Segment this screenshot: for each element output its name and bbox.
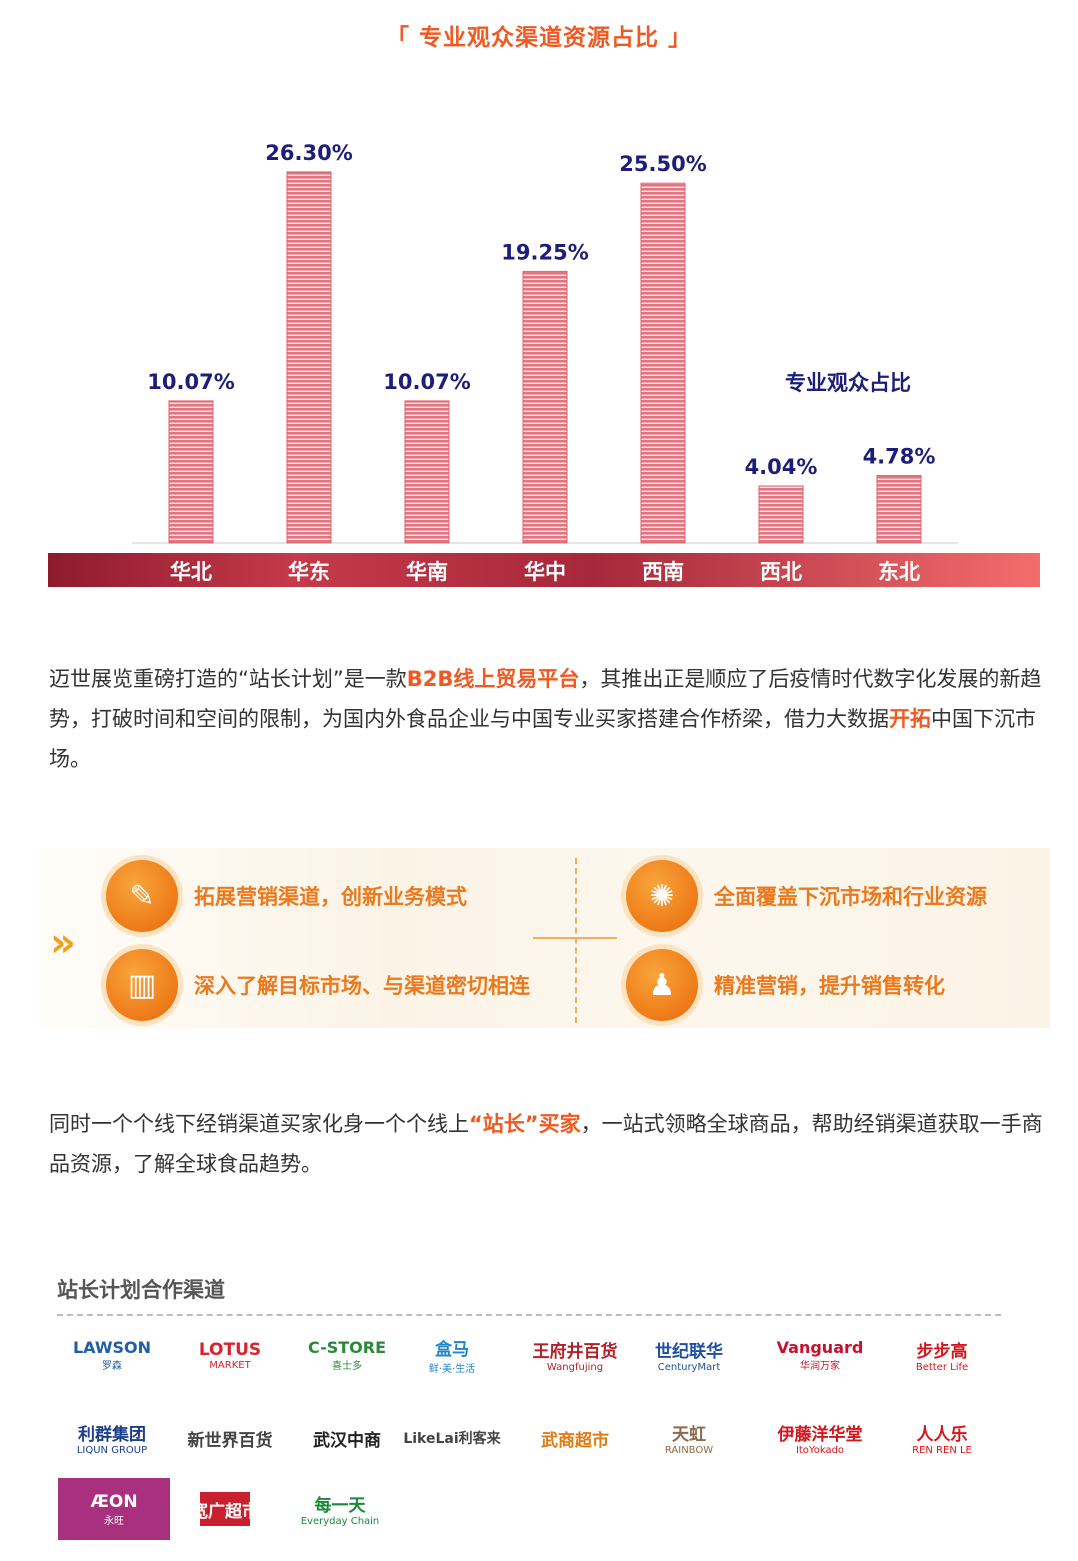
bar-华东 [286,171,332,544]
buyer-paragraph: 同时一个个线下经销渠道买家化身一个个线上“站长”买家，一站式领略全球商品，帮助经… [49,1112,1043,1176]
people-icon: ♟ [626,949,698,1021]
partner-logo: 人人乐 REN REN LE [912,1425,972,1456]
feature-panel: » ✎ 拓展营销渠道，创新业务模式 ▥ 深入了解目标市场、与渠道密切相连 ✺ 全… [40,848,1050,1028]
bar-华北 [168,400,214,544]
bar-chart-icon: ▥ [106,949,178,1021]
partner-logo: 王府井百货 Wangfujing [532,1342,618,1373]
feature-item-precision: ♟ 精准营销，提升销售转化 [626,947,945,1023]
chart-title: 专业观众占比 [785,371,911,395]
partners-divider [57,1314,1001,1316]
category-label: 华南 [406,560,448,584]
marketing-icon: ✎ [106,860,178,932]
partner-logo: 伊藤洋华堂 ItoYokado [777,1425,863,1456]
data-label: 26.30% [265,141,352,165]
category-label: 东北 [878,560,920,584]
partner-logo: 宽广超市 [191,1492,259,1526]
double-chevron-icon: » [50,920,76,966]
feature-item-coverage: ✺ 全面覆盖下沉市场和行业资源 [626,858,987,934]
bar-华南 [404,400,450,544]
category-label: 华中 [524,560,566,584]
category-label: 华东 [288,560,330,584]
explore-highlight: 开拓 [889,707,931,731]
b2b-highlight: B2B线上贸易平台 [406,667,580,691]
partners-title: 站长计划合作渠道 [57,1278,225,1302]
partner-logo: LOTUS MARKET [198,1339,262,1371]
data-label: 4.04% [745,455,818,479]
intro-paragraph: 迈世展览重磅打造的“站长计划”是一款B2B线上贸易平台，其推出正是顺应了后疫情时… [49,667,1042,771]
section-title: 「 专业观众渠道资源占比 」 [385,25,692,51]
partner-logo: 武商超市 [541,1430,609,1451]
partner-logo: 天虹 RAINBOW [664,1425,714,1456]
partner-logo: 世纪联华 CenturyMart [655,1342,723,1373]
partner-logo: 步步高 Better Life [915,1342,969,1373]
partner-logo: ÆON 永旺 [58,1478,170,1540]
network-globe-icon: ✺ [626,860,698,932]
category-label: 西南 [642,560,684,584]
data-label: 4.78% [863,445,936,469]
feature-label: 拓展营销渠道，创新业务模式 [194,885,467,909]
partner-logo: Vanguard 华润万家 [776,1338,864,1372]
partner-logo: 每一天 Everyday Chain [300,1496,380,1527]
data-label: 10.07% [147,370,234,394]
partner-logo: 武汉中商 [313,1430,381,1451]
partner-logo: 新世界百货 [187,1430,273,1451]
feature-label: 全面覆盖下沉市场和行业资源 [714,885,987,909]
bar-西南 [640,182,686,544]
data-label: 19.25% [501,240,588,264]
category-label: 西北 [760,560,802,584]
data-label: 25.50% [619,152,706,176]
partner-logo: 利群集团 LIQUN GROUP [76,1425,148,1456]
stationmaster-highlight: “站长”买家 [469,1112,581,1136]
partner-logo: LikeLai利客来 [403,1431,501,1447]
partner-logo: 盒马 鲜·美·生活 [428,1340,476,1375]
bar-华中 [522,270,568,544]
category-label: 华北 [170,560,212,584]
feature-label: 精准营销，提升销售转化 [714,974,945,998]
category-band [48,553,1040,587]
partner-logo: LAWSON 罗森 [72,1338,152,1372]
feature-label: 深入了解目标市场、与渠道密切相连 [194,974,530,998]
data-label: 10.07% [383,370,470,394]
partner-logo: C-STORE 喜士多 [307,1338,387,1372]
feature-item-marketing: ✎ 拓展营销渠道，创新业务模式 [106,858,467,934]
divider-vertical [575,858,577,1023]
bar-东北 [876,475,922,544]
bar-西北 [758,485,804,544]
audience-share-bar-chart: 专业观众占比 10.07% 华北 26.30% 华东 10.07% 华南 19.25% 华中 2… [48,141,1040,587]
divider-horizontal [533,937,617,939]
feature-item-market-insight: ▥ 深入了解目标市场、与渠道密切相连 [106,947,530,1023]
